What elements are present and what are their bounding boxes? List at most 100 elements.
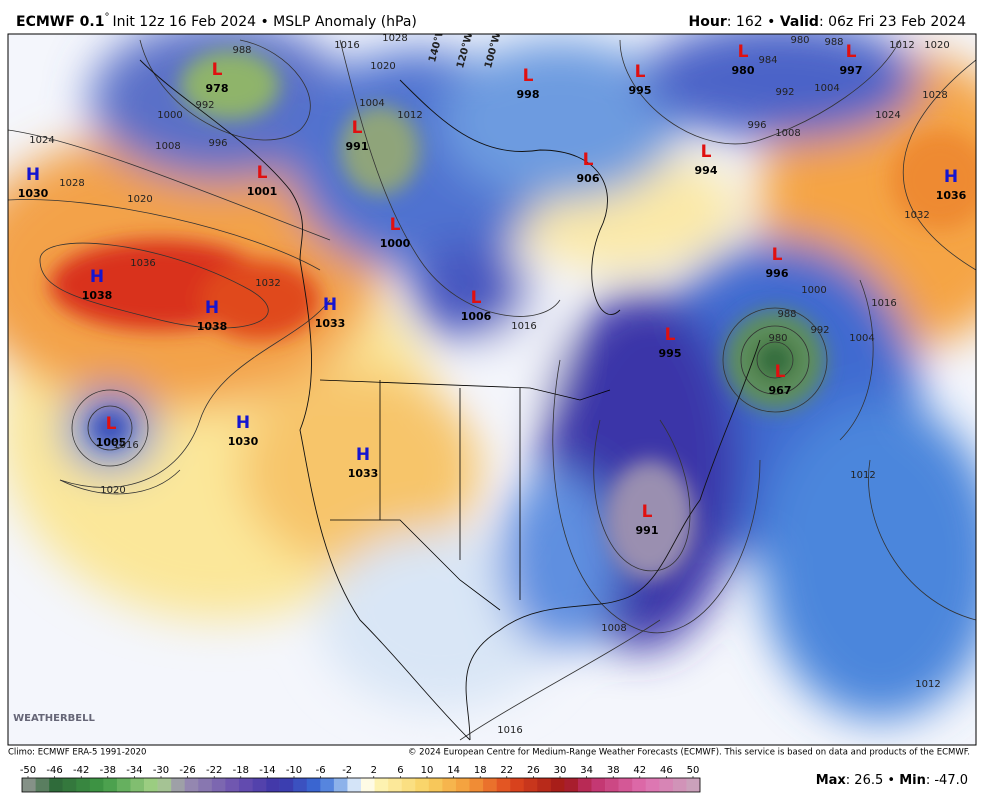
center-pressure: 991: [636, 524, 659, 537]
colorbar-segment: [564, 778, 579, 792]
colorbar-tick-label: 2: [371, 765, 377, 776]
colorbar-tick-label: -38: [100, 765, 116, 776]
colorbar-tick-label: 14: [447, 765, 460, 776]
colorbar-tick-label: -30: [153, 765, 169, 776]
center-symbol: L: [583, 150, 594, 170]
center-symbol: L: [212, 60, 223, 80]
colorbar-segment: [89, 778, 104, 792]
header-left: ECMWF 0.1° Init 12z 16 Feb 2024 • MSLP An…: [16, 12, 417, 30]
contour-label: 988: [777, 309, 796, 320]
max-label: Max: [816, 773, 847, 788]
center-symbol: L: [106, 414, 117, 434]
colorbar-tick-label: 30: [554, 765, 567, 776]
center-pressure: 1038: [82, 289, 113, 302]
contour-label: 1004: [359, 98, 384, 109]
center-pressure: 1033: [315, 317, 346, 330]
colorbar-segment: [496, 778, 511, 792]
colorbar-tick-label: -2: [342, 765, 352, 776]
center-symbol: L: [772, 245, 783, 265]
center-pressure: 1000: [380, 237, 411, 250]
colorbar-segment: [279, 778, 294, 792]
contour-label: 988: [824, 37, 843, 48]
colorbar-tick-label: 10: [421, 765, 434, 776]
contour-label: 1004: [814, 83, 839, 94]
colorbar-tick-label: -14: [259, 765, 275, 776]
center-symbol: L: [523, 66, 534, 86]
contour-label: 1024: [875, 110, 900, 121]
colorbar-segment: [686, 778, 701, 792]
center-pressure: 1036: [936, 189, 967, 202]
colorbar-segment: [306, 778, 321, 792]
colorbar-segment: [388, 778, 402, 792]
colorbar-frame: [21, 777, 701, 793]
center-pressure: 991: [346, 140, 369, 153]
contour-label: 1020: [100, 485, 125, 496]
hour-label: Hour: [689, 14, 727, 30]
max-min: Max: 26.5 • Min: -47.0: [816, 773, 968, 788]
contour-label: 1012: [850, 470, 875, 481]
colorbar-tick-label: -10: [286, 765, 302, 776]
colorbar-segment: [632, 778, 647, 792]
colorbar-tick-label: 18: [474, 765, 487, 776]
center-pressure: 996: [766, 267, 789, 280]
contour-label: 980: [790, 35, 809, 46]
colorbar-segment: [130, 778, 145, 792]
center-pressure: 998: [517, 88, 540, 101]
center-symbol: L: [701, 142, 712, 162]
center-pressure: 1030: [18, 187, 49, 200]
contour-label: 984: [758, 55, 777, 66]
center-pressure: 994: [695, 164, 718, 177]
contour-label: 992: [810, 325, 829, 336]
colorbar-segment: [415, 778, 430, 792]
center-symbol: H: [236, 413, 250, 433]
max: : 26.5 •: [846, 773, 899, 788]
colorbar-segment: [550, 778, 565, 792]
center-pressure: 997: [840, 64, 863, 77]
center-symbol: H: [323, 295, 337, 315]
contour-label: 1032: [904, 210, 929, 221]
contour-label: 980: [768, 333, 787, 344]
center-pressure: 967: [769, 384, 792, 397]
contour-label: 1008: [601, 623, 626, 634]
colorbar-tick-label: 6: [397, 765, 403, 776]
colorbar-segment: [333, 778, 348, 792]
model: ECMWF 0.1: [16, 14, 104, 30]
center-symbol: L: [471, 288, 482, 308]
contour-label: 1016: [871, 298, 896, 309]
colorbar-segment: [523, 778, 538, 792]
center-symbol: H: [26, 165, 40, 185]
colorbar-segment: [198, 778, 213, 792]
colorbar-segment: [605, 778, 619, 792]
contour-label: 1024: [29, 135, 54, 146]
colorbar-segment: [49, 778, 63, 792]
center-pressure: 1006: [461, 310, 492, 323]
colorbar-segment: [455, 778, 470, 792]
map: L978L991L1001L1000L998L995L980L997L906L9…: [8, 34, 976, 745]
copyright: © 2024 European Centre for Medium-Range …: [408, 748, 970, 758]
min-label: Min: [899, 773, 926, 788]
center-pressure: 906: [577, 172, 600, 185]
contour-label: 1008: [775, 128, 800, 139]
contour-label: 1028: [922, 90, 947, 101]
colorbar-tick-label: -50: [20, 765, 36, 776]
center-symbol: H: [90, 267, 104, 287]
contour-label: 992: [195, 100, 214, 111]
center-pressure: 1033: [348, 467, 379, 480]
contour-label: 992: [775, 87, 794, 98]
pressure-centers: L978L991L1001L1000L998L995L980L997L906L9…: [18, 42, 967, 537]
center-symbol: H: [356, 445, 370, 465]
center-pressure: 980: [732, 64, 755, 77]
center-symbol: L: [846, 42, 857, 62]
anomaly-field: [8, 34, 976, 720]
colorbar-segment: [157, 778, 172, 792]
colorbar-segment: [361, 778, 375, 792]
contour-label: 1020: [370, 61, 395, 72]
init: Init 12z 16 Feb 2024 • MSLP Anomaly (hPa…: [112, 14, 416, 30]
colorbar-segment: [35, 778, 50, 792]
contour-label: 988: [232, 45, 251, 56]
coastlines: [139, 59, 761, 741]
contour-label: 1016: [511, 321, 536, 332]
colorbar-segment: [103, 778, 118, 792]
